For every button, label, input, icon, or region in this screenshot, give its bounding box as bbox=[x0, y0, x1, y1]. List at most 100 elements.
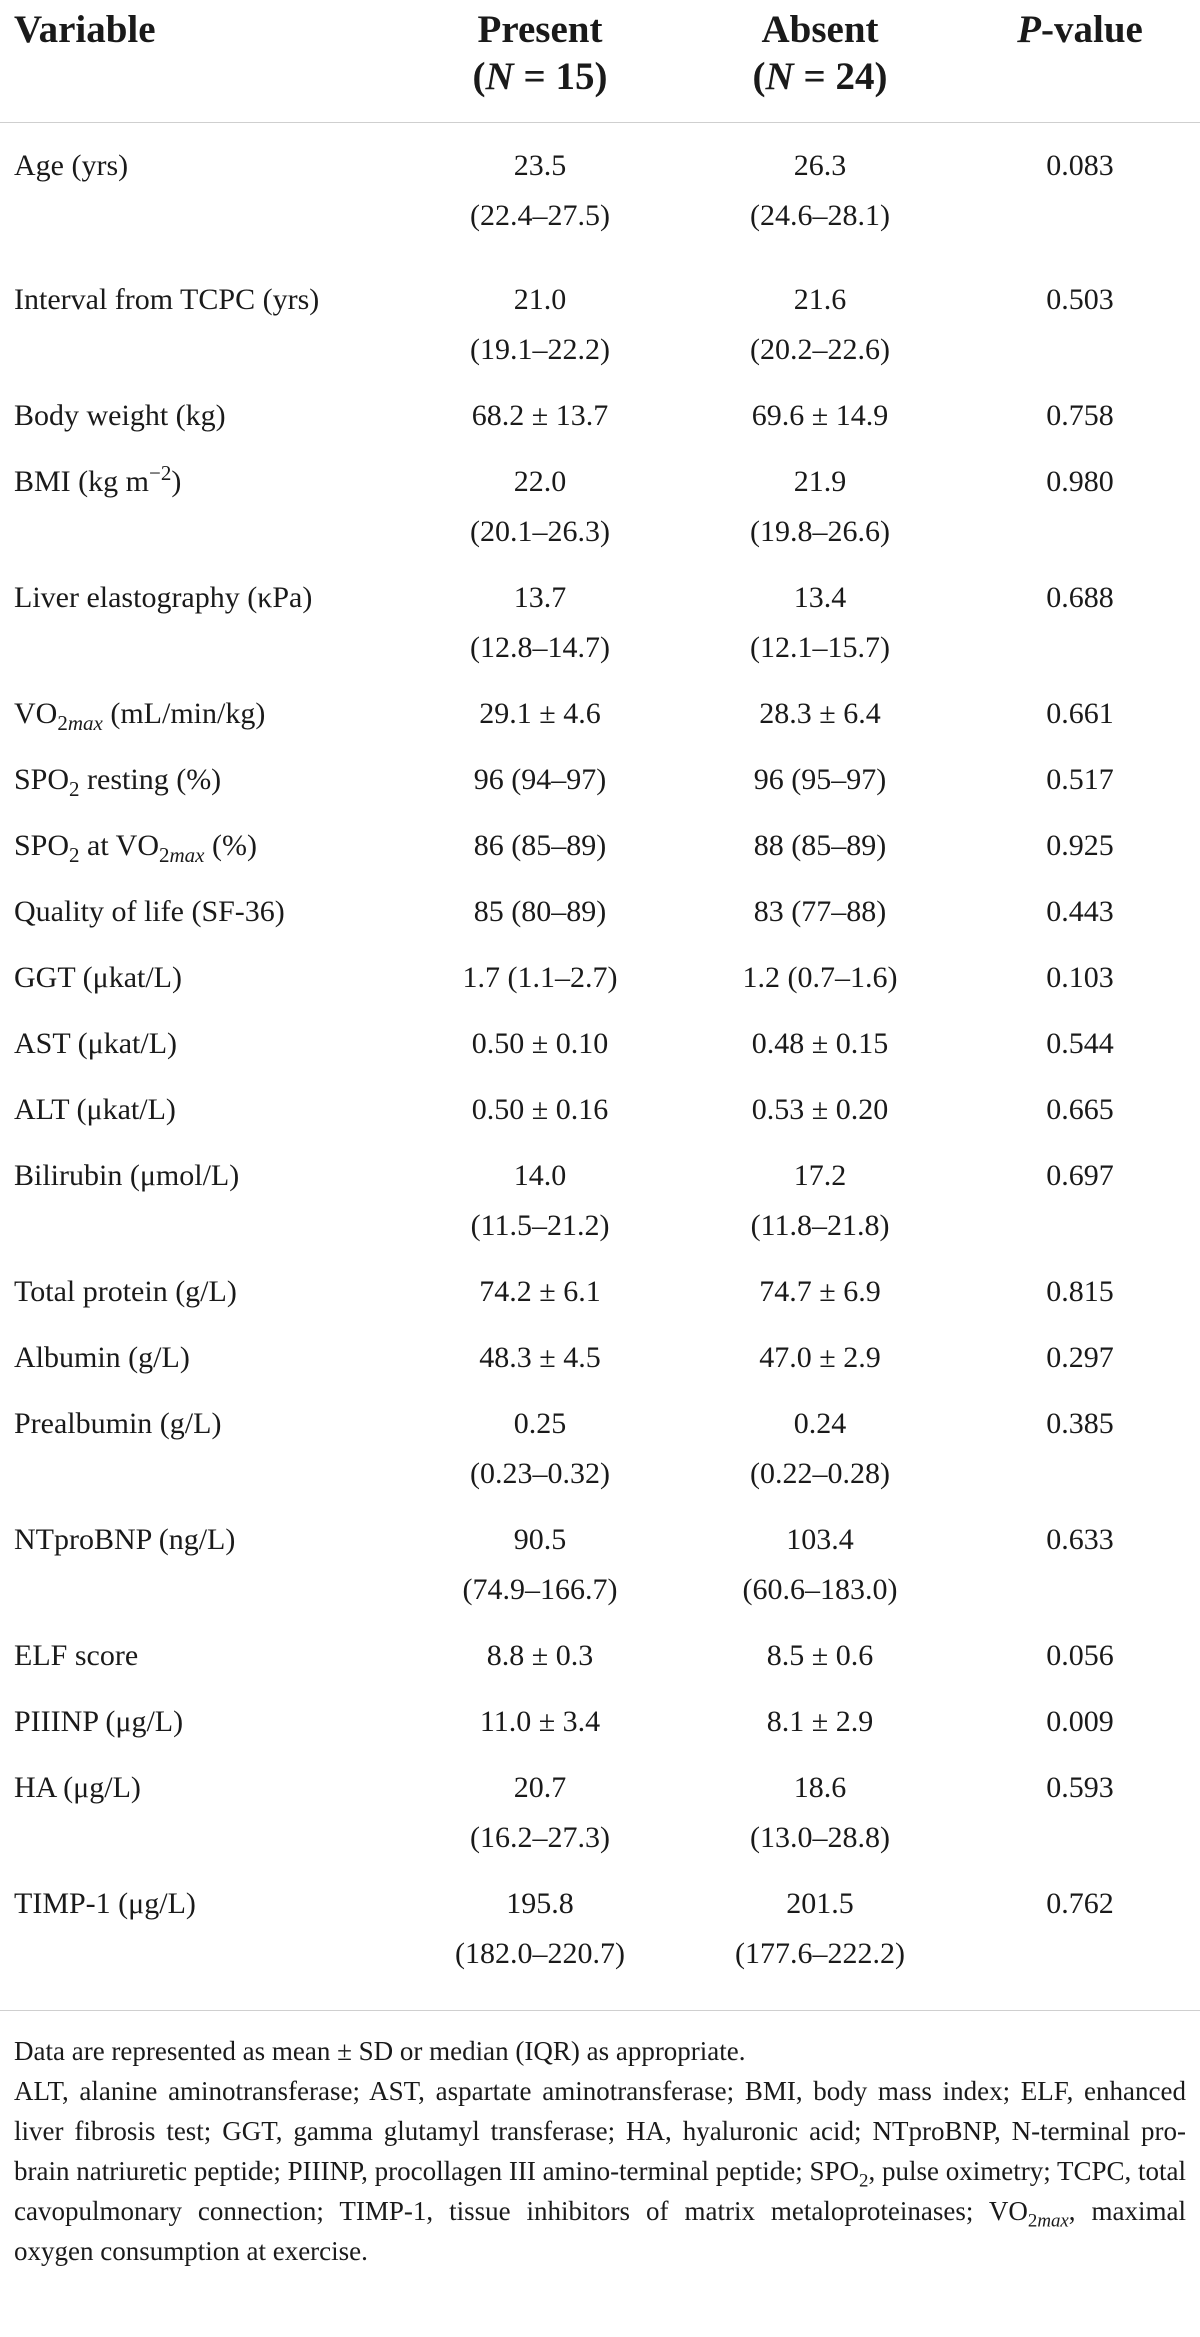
row-present-value: 22.0 (20.1–26.3) bbox=[400, 457, 680, 573]
present-value-line: 86 (85–89) bbox=[473, 828, 607, 862]
row-absent-value: 47.0 ± 2.9 bbox=[680, 1333, 960, 1399]
table-body: Age (yrs) 23.5 (22.4–27.5) 26.3 (24.6–28.1) 0… bbox=[0, 122, 1200, 1997]
row-pvalue: 0.517 bbox=[1046, 762, 1114, 796]
header-variable: Variable bbox=[0, 0, 400, 123]
absent-value-line: 47.0 ± 2.9 bbox=[759, 1340, 881, 1374]
present-value-line: 21.0 bbox=[513, 282, 567, 316]
footnote-data-representation: Data are represented as mean ± SD or med… bbox=[14, 2036, 746, 2066]
row-absent-value: 83 (77–88) bbox=[680, 887, 960, 953]
absent-value-line: (24.6–28.1) bbox=[750, 198, 890, 232]
row-absent-value: 88 (85–89) bbox=[680, 821, 960, 887]
row-absent-value: 18.6 (13.0–28.8) bbox=[680, 1763, 960, 1879]
header-absent-n: (N = 24) bbox=[752, 55, 888, 98]
table-row: SPO2 resting (%) 96 (94–97) 96 (95–97) 0.51… bbox=[0, 755, 1200, 821]
present-value-line: 96 (94–97) bbox=[473, 762, 607, 796]
header-absent: Absent (N = 24) bbox=[680, 0, 960, 123]
row-absent-value: 69.6 ± 14.9 bbox=[680, 391, 960, 457]
row-pvalue: 0.443 bbox=[1046, 894, 1114, 928]
row-pvalue: 0.633 bbox=[1046, 1522, 1114, 1556]
header-present: Present (N = 15) bbox=[400, 0, 680, 123]
table-row: Total protein (g/L) 74.2 ± 6.1 74.7 ± 6.9 0… bbox=[0, 1267, 1200, 1333]
present-value-line: (20.1–26.3) bbox=[470, 514, 610, 548]
table-footnotes: Data are represented as mean ± SD or med… bbox=[0, 2010, 1200, 2271]
present-value-line: 11.0 ± 3.4 bbox=[479, 1704, 601, 1738]
table-row: HA (μg/L) 20.7 (16.2–27.3) 18.6 (13.0–28.8) 0… bbox=[0, 1763, 1200, 1879]
row-variable-label: Total protein (g/L) bbox=[14, 1274, 237, 1308]
row-absent-value: 17.2 (11.8–21.8) bbox=[680, 1151, 960, 1267]
row-absent-value: 1.2 (0.7–1.6) bbox=[680, 953, 960, 1019]
present-value-line: 0.50 ± 0.10 bbox=[471, 1026, 609, 1060]
row-present-value: 23.5 (22.4–27.5) bbox=[400, 122, 680, 275]
row-absent-value: 96 (95–97) bbox=[680, 755, 960, 821]
table-row: TIMP-1 (μg/L) 195.8 (182.0–220.7) 201.5 (177… bbox=[0, 1879, 1200, 1997]
present-value-line: 20.7 bbox=[513, 1770, 567, 1804]
present-value-line: 1.7 (1.1–2.7) bbox=[462, 960, 618, 994]
header-absent-label: Absent bbox=[761, 8, 879, 51]
row-present-value: 195.8 (182.0–220.7) bbox=[400, 1879, 680, 1997]
row-pvalue: 0.925 bbox=[1046, 828, 1114, 862]
table-row: ALT (μkat/L) 0.50 ± 0.16 0.53 ± 0.20 0.665 bbox=[0, 1085, 1200, 1151]
present-value-line: (11.5–21.2) bbox=[470, 1208, 610, 1242]
present-value-line: 48.3 ± 4.5 bbox=[479, 1340, 601, 1374]
footnote-abbreviations: ALT, alanine aminotransferase; AST, aspa… bbox=[14, 2076, 1186, 2266]
present-value-line: (22.4–27.5) bbox=[470, 198, 610, 232]
present-value-line: (0.23–0.32) bbox=[470, 1456, 610, 1490]
row-variable-label: Body weight (kg) bbox=[14, 398, 226, 432]
row-pvalue: 0.083 bbox=[1046, 148, 1114, 182]
row-variable-label: SPO2 at VO2max (%) bbox=[14, 828, 257, 867]
row-present-value: 0.50 ± 0.16 bbox=[400, 1085, 680, 1151]
absent-value-line: 0.24 bbox=[793, 1406, 847, 1440]
row-present-value: 14.0 (11.5–21.2) bbox=[400, 1151, 680, 1267]
absent-value-line: 1.2 (0.7–1.6) bbox=[742, 960, 898, 994]
row-present-value: 48.3 ± 4.5 bbox=[400, 1333, 680, 1399]
present-value-line: 8.8 ± 0.3 bbox=[486, 1638, 594, 1672]
row-absent-value: 0.48 ± 0.15 bbox=[680, 1019, 960, 1085]
row-present-value: 86 (85–89) bbox=[400, 821, 680, 887]
row-present-value: 0.25 (0.23–0.32) bbox=[400, 1399, 680, 1515]
present-value-line: (182.0–220.7) bbox=[455, 1936, 625, 1970]
row-absent-value: 0.24 (0.22–0.28) bbox=[680, 1399, 960, 1515]
absent-value-line: 69.6 ± 14.9 bbox=[751, 398, 889, 432]
absent-value-line: 103.4 bbox=[786, 1522, 854, 1556]
absent-value-line: (12.1–15.7) bbox=[750, 630, 890, 664]
table-row: Interval from TCPC (yrs) 21.0 (19.1–22.2) 2… bbox=[0, 275, 1200, 391]
row-present-value: 8.8 ± 0.3 bbox=[400, 1631, 680, 1697]
table-row: NTproBNP (ng/L) 90.5 (74.9–166.7) 103.4 (60.… bbox=[0, 1515, 1200, 1631]
row-variable-label: AST (μkat/L) bbox=[14, 1026, 178, 1060]
row-pvalue: 0.103 bbox=[1046, 960, 1114, 994]
present-value-line: 22.0 bbox=[513, 464, 567, 498]
row-pvalue: 0.688 bbox=[1046, 580, 1114, 614]
row-variable-label: PIIINP (μg/L) bbox=[14, 1704, 184, 1738]
row-pvalue: 0.503 bbox=[1046, 282, 1114, 316]
table-row: PIIINP (μg/L) 11.0 ± 3.4 8.1 ± 2.9 0.009 bbox=[0, 1697, 1200, 1763]
absent-value-line: 17.2 bbox=[793, 1158, 847, 1192]
header-present-label: Present bbox=[477, 8, 603, 51]
present-value-line: 68.2 ± 13.7 bbox=[471, 398, 609, 432]
row-variable-label: HA (μg/L) bbox=[14, 1770, 141, 1804]
row-present-value: 21.0 (19.1–22.2) bbox=[400, 275, 680, 391]
absent-value-line: 8.5 ± 0.6 bbox=[766, 1638, 874, 1672]
table-row: Quality of life (SF-36) 85 (80–89) 83 (77–… bbox=[0, 887, 1200, 953]
present-value-line: 14.0 bbox=[513, 1158, 567, 1192]
absent-value-line: (0.22–0.28) bbox=[750, 1456, 890, 1490]
row-pvalue: 0.385 bbox=[1046, 1406, 1114, 1440]
row-pvalue: 0.762 bbox=[1046, 1886, 1114, 1920]
absent-value-line: 74.7 ± 6.9 bbox=[759, 1274, 881, 1308]
row-absent-value: 103.4 (60.6–183.0) bbox=[680, 1515, 960, 1631]
present-value-line: (19.1–22.2) bbox=[470, 332, 610, 366]
row-pvalue: 0.980 bbox=[1046, 464, 1114, 498]
row-present-value: 0.50 ± 0.10 bbox=[400, 1019, 680, 1085]
table-row: SPO2 at VO2max (%) 86 (85–89) 88 (85–89) 0.… bbox=[0, 821, 1200, 887]
row-absent-value: 8.5 ± 0.6 bbox=[680, 1631, 960, 1697]
row-absent-value: 0.53 ± 0.20 bbox=[680, 1085, 960, 1151]
absent-value-line: 88 (85–89) bbox=[753, 828, 887, 862]
present-value-line: 13.7 bbox=[513, 580, 567, 614]
row-absent-value: 8.1 ± 2.9 bbox=[680, 1697, 960, 1763]
row-present-value: 90.5 (74.9–166.7) bbox=[400, 1515, 680, 1631]
present-value-line: (16.2–27.3) bbox=[470, 1820, 610, 1854]
absent-value-line: (177.6–222.2) bbox=[735, 1936, 905, 1970]
row-pvalue: 0.056 bbox=[1046, 1638, 1114, 1672]
table-header-row: Variable Present (N = 15) Absent (N = 24… bbox=[0, 0, 1200, 123]
row-present-value: 74.2 ± 6.1 bbox=[400, 1267, 680, 1333]
